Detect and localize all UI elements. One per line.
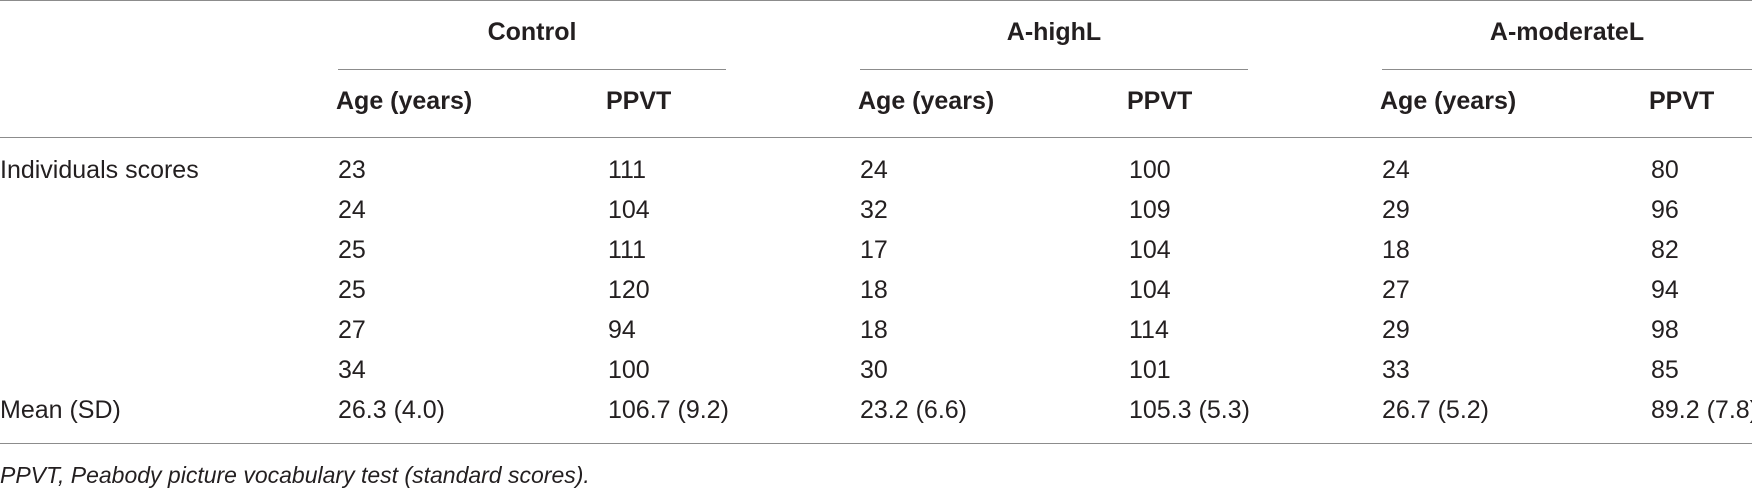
cell-a-moderatel-age: 24 [1382,156,1410,184]
cell-a-moderatel-ppvt: 89.2 (7.8) [1651,396,1752,424]
group-header-a-highl: A-highL [1006,18,1102,46]
row-label: Individuals scores [0,156,199,184]
cell-a-moderatel-ppvt: 82 [1651,236,1679,264]
cell-a-moderatel-age: 29 [1382,316,1410,344]
group-header-a-moderatel: A-moderateL [1489,18,1645,46]
cell-control-ppvt: 120 [608,276,650,304]
cell-a-highl-age: 23.2 (6.6) [860,396,968,424]
col-header-a-moderatel-age: Age (years) [1380,87,1517,115]
cell-control-age: 27 [338,316,366,344]
cell-a-moderatel-ppvt: 80 [1651,156,1679,184]
cell-a-moderatel-age: 18 [1382,236,1410,264]
group-rule-control [338,69,726,70]
group-rule-a-highl [860,69,1248,70]
table-header-rule [0,137,1752,138]
table-footnote: PPVT, Peabody picture vocabulary test (s… [0,462,590,488]
cell-a-moderatel-ppvt: 94 [1651,276,1679,304]
cell-a-moderatel-age: 33 [1382,356,1410,384]
cell-a-moderatel-age: 27 [1382,276,1410,304]
table-bottom-rule [0,443,1752,444]
cell-control-ppvt: 111 [608,156,647,184]
cell-control-age: 26.3 (4.0) [338,396,446,424]
table-top-rule [0,0,1752,1]
cell-a-highl-age: 30 [860,356,888,384]
cell-control-ppvt: 94 [608,316,636,344]
col-header-control-age: Age (years) [336,87,473,115]
cell-a-highl-ppvt: 104 [1129,236,1171,264]
cell-a-moderatel-ppvt: 98 [1651,316,1679,344]
group-header-control: Control [487,18,577,46]
cell-control-age: 25 [338,276,366,304]
cell-a-moderatel-age: 29 [1382,196,1410,224]
col-header-a-highl-ppvt: PPVT [1127,87,1193,115]
cell-control-age: 34 [338,356,366,384]
cell-a-highl-age: 24 [860,156,888,184]
cell-a-moderatel-ppvt: 96 [1651,196,1679,224]
cell-a-highl-ppvt: 105.3 (5.3) [1129,396,1250,424]
cell-control-ppvt: 111 [608,236,647,264]
cell-control-age: 23 [338,156,366,184]
cell-a-moderatel-ppvt: 85 [1651,356,1679,384]
cell-a-highl-ppvt: 109 [1129,196,1171,224]
cell-a-highl-age: 17 [860,236,888,264]
cell-control-ppvt: 104 [608,196,650,224]
row-label: Mean (SD) [0,396,121,424]
cell-a-highl-ppvt: 104 [1129,276,1171,304]
col-header-a-highl-age: Age (years) [858,87,995,115]
cell-control-age: 24 [338,196,366,224]
group-rule-a-moderatel [1382,69,1752,70]
cell-control-ppvt: 100 [608,356,650,384]
col-header-a-moderatel-ppvt: PPVT [1649,87,1715,115]
cell-a-highl-age: 32 [860,196,888,224]
cell-a-highl-ppvt: 100 [1129,156,1171,184]
cell-a-highl-age: 18 [860,316,888,344]
cell-a-moderatel-age: 26.7 (5.2) [1382,396,1490,424]
cell-a-highl-ppvt: 101 [1129,356,1171,384]
cell-control-age: 25 [338,236,366,264]
cell-a-highl-ppvt: 114 [1129,316,1169,344]
cell-control-ppvt: 106.7 (9.2) [608,396,729,424]
col-header-control-ppvt: PPVT [606,87,672,115]
cell-a-highl-age: 18 [860,276,888,304]
